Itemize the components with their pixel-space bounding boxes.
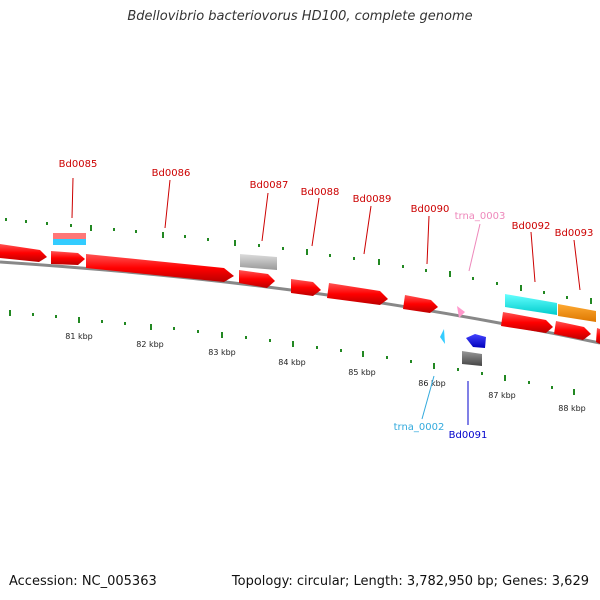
leader-bd0088 (311, 197, 320, 247)
gene-arrow-bd0085[interactable] (51, 251, 85, 265)
reverse-gene-track (440, 329, 486, 366)
gene-label-bd0089[interactable]: Bd0089 (353, 194, 392, 205)
ruler-label-83: 83 kbp (208, 348, 236, 357)
outer-tick-row (5, 218, 592, 304)
gene-arrow-bd0090[interactable] (403, 295, 438, 313)
feature-bd0093-orange[interactable] (558, 304, 596, 322)
gene-label-bd0090[interactable]: Bd0090 (411, 204, 450, 215)
gene-arrow-bd0091[interactable] (466, 334, 486, 348)
leader-bd0085 (71, 177, 74, 219)
feature-trna-0003[interactable] (457, 306, 465, 318)
gene-label-bd0087[interactable]: Bd0087 (250, 180, 289, 191)
gene-arrow-right-edge[interactable] (596, 328, 600, 344)
feature-bd0085-cyan-bar[interactable] (53, 239, 86, 245)
feature-bd0085-pink-bar[interactable] (53, 233, 86, 239)
gene-arrow-left-edge[interactable] (0, 244, 47, 262)
accession-text: Accession: NC_005363 (9, 574, 157, 589)
gene-label-trna-0002[interactable]: trna_0002 (394, 422, 445, 433)
ruler-label-82: 82 kbp (136, 340, 164, 349)
gene-arrow-bd0089[interactable] (327, 283, 388, 305)
leader-bd0089 (363, 205, 372, 255)
gene-label-trna-0003[interactable]: trna_0003 (455, 211, 506, 222)
gene-label-bd0088[interactable]: Bd0088 (301, 187, 340, 198)
feature-bd0087-grey[interactable] (240, 254, 277, 270)
leader-bd0087 (261, 192, 269, 242)
feature-trna-0002[interactable] (440, 329, 445, 344)
gene-label-bd0093[interactable]: Bd0093 (555, 228, 594, 239)
forward-gene-track (0, 244, 600, 344)
leader-bd0093 (573, 239, 581, 291)
gene-arrow-bd0087[interactable] (239, 270, 275, 288)
genome-summary-text: Topology: circular; Length: 3,782,950 bp… (231, 574, 589, 589)
gene-arrow-bd0088[interactable] (291, 279, 321, 296)
gene-label-bd0092[interactable]: Bd0092 (512, 221, 551, 232)
ruler-label-88: 88 kbp (558, 404, 586, 413)
map-title: Bdellovibrio bacteriovorus HD100, comple… (127, 9, 473, 24)
gene-label-bd0086[interactable]: Bd0086 (152, 168, 191, 179)
leader-trna-0002 (421, 375, 435, 420)
leader-bd0090 (426, 215, 430, 265)
outer-feature-track (53, 233, 596, 322)
leader-trna-0003 (468, 223, 481, 272)
gene-arrow-bd0093[interactable] (554, 321, 591, 340)
gene-arrow-bd0086[interactable] (86, 254, 234, 282)
gene-label-bd0091[interactable]: Bd0091 (449, 430, 488, 441)
ruler-label-81: 81 kbp (65, 332, 93, 341)
leader-bd0092 (530, 231, 536, 283)
ruler-label-87: 87 kbp (488, 391, 516, 400)
gene-label-bd0085[interactable]: Bd0085 (59, 159, 98, 170)
feature-bd0092-cyan[interactable] (505, 294, 557, 315)
leader-bd0086 (164, 179, 171, 229)
feature-bd0091-grey[interactable] (462, 351, 482, 366)
ruler-label-85: 85 kbp (348, 368, 376, 377)
inner-tick-row (9, 310, 575, 395)
ruler-label-84: 84 kbp (278, 358, 306, 367)
gene-arrow-bd0092[interactable] (501, 312, 553, 333)
